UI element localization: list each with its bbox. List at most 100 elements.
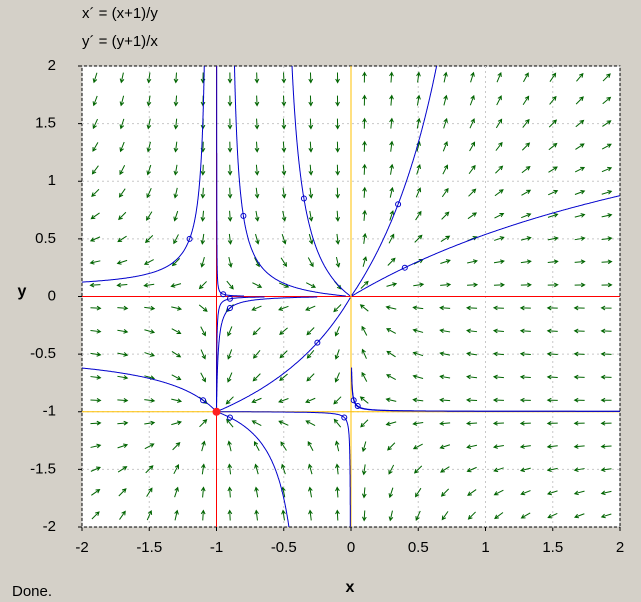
field-arrow — [228, 256, 233, 268]
field-arrow — [251, 397, 262, 404]
field-arrow — [492, 374, 504, 380]
field-arrow — [415, 210, 422, 221]
field-arrow — [466, 305, 478, 311]
seed-point — [240, 212, 247, 219]
seed-point — [300, 195, 307, 202]
field-arrow — [200, 463, 206, 475]
field-arrow — [200, 187, 206, 199]
field-arrow — [413, 282, 425, 288]
trajectory — [351, 267, 406, 297]
field-arrow — [281, 118, 287, 130]
field-arrow — [388, 464, 395, 475]
field-arrow — [495, 141, 503, 151]
field-arrow — [574, 166, 586, 173]
field-arrow — [251, 305, 262, 311]
field-arrow — [335, 95, 340, 107]
field-arrow — [412, 421, 424, 426]
field-arrow — [521, 166, 531, 174]
field-arrow — [279, 327, 288, 335]
field-arrow — [144, 234, 154, 244]
field-arrow — [359, 396, 369, 404]
field-arrow — [227, 95, 233, 107]
x-tick-label: 0.5 — [408, 539, 429, 556]
field-arrow — [119, 510, 126, 520]
x-axis-label: x — [346, 579, 355, 596]
field-arrow — [466, 444, 478, 450]
field-arrow — [547, 259, 559, 265]
x-tick-label: -0.5 — [271, 539, 297, 556]
field-arrow — [281, 164, 287, 176]
field-arrow — [522, 118, 530, 128]
field-arrow — [227, 372, 233, 383]
field-arrow — [494, 236, 505, 241]
field-arrow — [171, 398, 183, 403]
field-arrow — [549, 95, 557, 105]
field-arrow — [280, 441, 287, 451]
field-arrow — [92, 142, 99, 152]
field-arrow — [335, 187, 340, 199]
trajectory — [229, 296, 265, 300]
field-arrow — [415, 187, 422, 198]
field-arrow — [173, 141, 179, 153]
seed-point — [226, 305, 233, 312]
field-arrow — [146, 187, 152, 199]
field-arrow — [573, 397, 585, 403]
field-arrow — [335, 72, 340, 84]
field-arrow — [171, 374, 182, 381]
field-arrow — [333, 418, 342, 428]
field-arrow — [146, 141, 152, 153]
x-tick-label: 1.5 — [542, 539, 563, 556]
field-arrow — [389, 117, 394, 129]
field-arrow — [278, 305, 289, 311]
field-arrow — [254, 463, 259, 475]
field-arrow — [144, 443, 155, 450]
field-arrow — [519, 467, 531, 473]
field-arrow — [117, 235, 127, 243]
field-arrow — [173, 234, 179, 245]
y-tick-label: 1 — [48, 172, 56, 189]
field-arrow — [144, 329, 156, 334]
field-arrow — [360, 419, 369, 428]
field-arrow — [492, 305, 504, 311]
seed-point — [226, 295, 233, 302]
field-arrow — [117, 329, 129, 334]
field-arrow — [333, 396, 342, 405]
seed-point — [401, 264, 408, 271]
field-arrow — [281, 187, 287, 199]
field-arrow — [254, 486, 259, 498]
field-arrow — [200, 486, 206, 498]
field-arrow — [439, 305, 451, 311]
field-arrow — [389, 71, 394, 83]
field-arrow — [387, 442, 396, 451]
field-arrow — [308, 509, 313, 521]
field-arrow — [573, 467, 585, 472]
trajectory — [216, 411, 345, 418]
field-arrow — [90, 397, 102, 403]
field-arrow — [334, 372, 340, 383]
field-arrow — [600, 420, 612, 426]
field-arrow — [440, 235, 451, 242]
trajectory — [234, 66, 244, 216]
field-arrow — [416, 71, 421, 83]
field-arrow — [388, 510, 394, 522]
field-arrow — [252, 373, 261, 382]
field-arrow — [494, 189, 504, 197]
field-arrow — [254, 210, 260, 222]
field-arrow — [600, 513, 612, 519]
field-arrow — [492, 397, 504, 403]
field-arrow — [546, 467, 558, 473]
y-axis-label: y — [18, 283, 27, 300]
field-arrow — [119, 72, 125, 84]
field-arrow — [412, 351, 424, 357]
field-arrow — [389, 163, 394, 175]
field-arrow — [547, 189, 559, 196]
field-arrow — [492, 328, 504, 334]
trajectory — [229, 296, 318, 309]
field-arrow — [227, 233, 233, 245]
field-arrow — [118, 188, 126, 198]
field-arrow — [440, 488, 450, 497]
equilibrium-point — [212, 407, 221, 416]
trajectory — [351, 371, 355, 401]
field-arrow — [600, 305, 612, 311]
field-arrow — [442, 141, 448, 152]
